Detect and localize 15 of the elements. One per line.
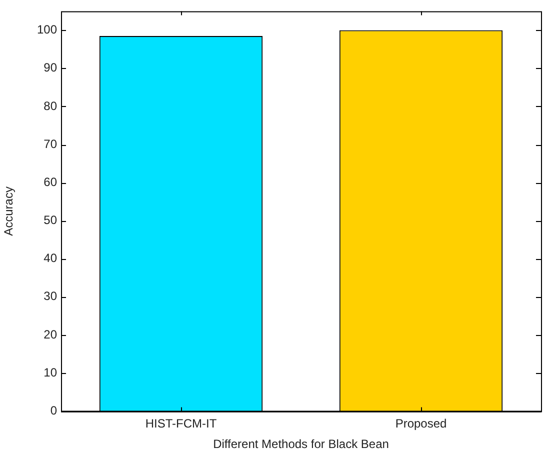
y-tick-label: 10 bbox=[44, 365, 58, 380]
y-tick-label: 60 bbox=[44, 174, 58, 189]
y-tick-label: 50 bbox=[44, 213, 58, 228]
y-tick-label: 70 bbox=[44, 136, 58, 151]
y-tick-label: 100 bbox=[36, 22, 58, 37]
x-tick-label: HIST-FCM-IT bbox=[145, 416, 218, 431]
x-tick-label: Proposed bbox=[395, 416, 447, 431]
y-tick-label: 90 bbox=[44, 60, 58, 75]
y-tick-label: 30 bbox=[44, 289, 58, 304]
y-tick-label: 80 bbox=[44, 98, 58, 113]
y-tick-label: 0 bbox=[50, 404, 58, 418]
y-tick-label: 20 bbox=[44, 327, 58, 342]
y-tick-label: 40 bbox=[44, 251, 58, 266]
x-axis-title: Different Methods for Black Bean bbox=[213, 437, 389, 452]
y-axis-title: Accuracy bbox=[2, 186, 16, 236]
